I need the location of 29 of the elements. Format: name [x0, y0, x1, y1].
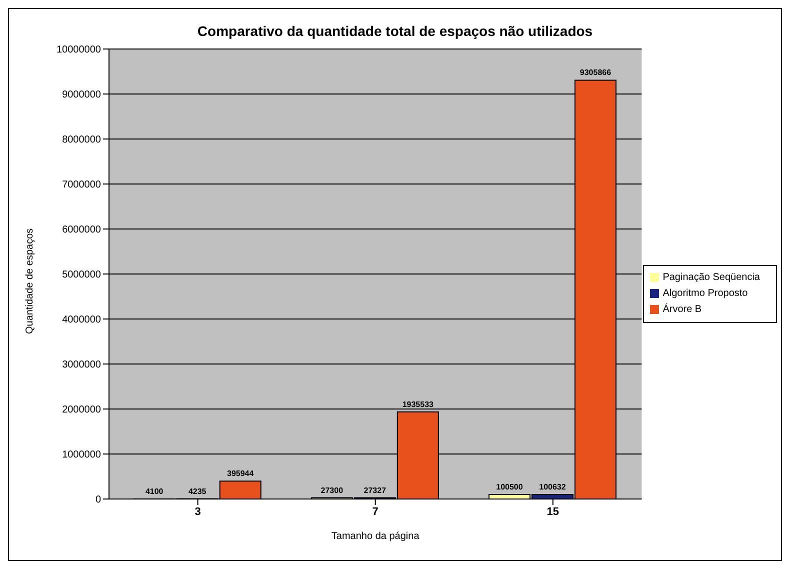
- x-tick-label: 3: [194, 506, 201, 518]
- y-tick-label: 1000000: [62, 450, 102, 461]
- legend-label: Árvore B: [662, 304, 702, 315]
- data-label: 9305866: [580, 68, 612, 78]
- y-tick-label: 5000000: [62, 270, 102, 281]
- legend-label: Paginação Seqüencia: [662, 272, 760, 283]
- y-tick-label: 9000000: [62, 90, 102, 101]
- data-label: 395944: [227, 469, 254, 478]
- x-axis-title: Tamanho da página: [331, 531, 420, 542]
- y-tick-label: 6000000: [62, 224, 102, 236]
- y-tick-label: 0: [95, 494, 102, 506]
- data-label: 1935533: [402, 400, 434, 409]
- y-tick-label: 4000000: [62, 314, 102, 326]
- y-tick-label: 2000000: [62, 404, 102, 416]
- y-tick-label: 8000000: [62, 134, 102, 146]
- data-label: 27327: [364, 486, 387, 495]
- x-tick-label: 15: [546, 506, 560, 518]
- y-tick-label: 7000000: [62, 180, 102, 191]
- y-axis-title: Quantidade de espaços: [24, 228, 36, 334]
- data-label: 100500: [496, 482, 524, 492]
- y-tick-label: 10000000: [56, 44, 102, 56]
- legend-label: Algoritmo Proposto: [662, 288, 748, 299]
- data-label: 27300: [320, 486, 344, 495]
- data-label: 100632: [539, 482, 566, 492]
- y-tick-label: 3000000: [62, 360, 102, 371]
- x-tick-label: 7: [372, 506, 378, 518]
- chart-title: Comparativo da quantidade total de espaços não utilizados: [196, 22, 594, 39]
- data-label: 4235: [188, 486, 207, 496]
- data-label: 4100: [145, 486, 164, 496]
